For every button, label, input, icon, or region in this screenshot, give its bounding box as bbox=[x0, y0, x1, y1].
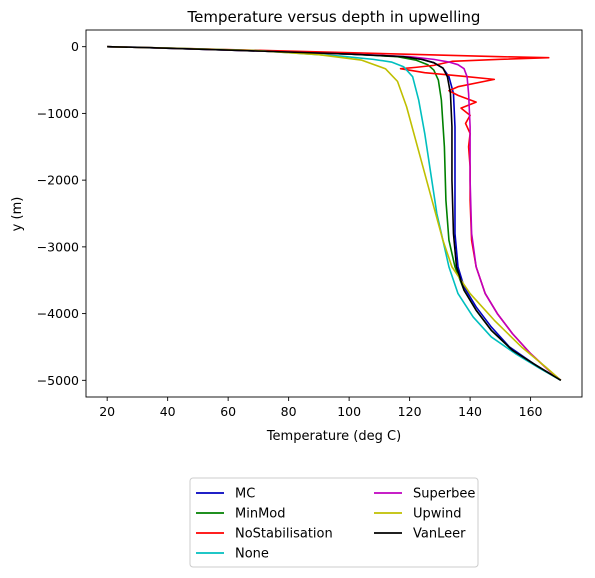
x-tick-label: 40 bbox=[160, 404, 176, 419]
plot-area: 20 40 60 80 100 120 140 160 0 −1000 −2000 −3000 −40… bbox=[37, 29, 583, 419]
legend-item-mc: MC bbox=[196, 487, 255, 502]
y-tick-label: −2000 bbox=[37, 173, 79, 188]
series-line-upwind bbox=[107, 45, 562, 381]
legend-label: VanLeer bbox=[413, 527, 466, 542]
x-tick-label: 120 bbox=[398, 404, 422, 419]
y-tick-label: −5000 bbox=[37, 373, 79, 388]
legend-label: MinMod bbox=[235, 507, 286, 522]
series-line-vanleer bbox=[107, 45, 562, 382]
legend-item-vanleer: VanLeer bbox=[374, 527, 466, 542]
legend-label: None bbox=[235, 547, 269, 562]
y-axis-label: y (m) bbox=[10, 197, 25, 232]
legend-label: NoStabilisation bbox=[235, 527, 333, 542]
x-ticks: 20 40 60 80 100 120 140 160 bbox=[99, 397, 543, 419]
legend: MC MinMod NoStabilisation None Superbee Upwin… bbox=[189, 477, 479, 568]
x-tick-label: 80 bbox=[281, 404, 297, 419]
legend-entries: MC MinMod NoStabilisation None Superbee Upwin… bbox=[196, 487, 475, 562]
axes-frame bbox=[85, 29, 583, 398]
legend-item-upwind: Upwind bbox=[374, 507, 462, 522]
x-tick-label: 20 bbox=[99, 404, 115, 419]
y-tick-label: 0 bbox=[71, 39, 79, 54]
chart-title: Temperature versus depth in upwelling bbox=[187, 8, 481, 26]
y-tick-label: −3000 bbox=[37, 239, 79, 254]
legend-item-superbee: Superbee bbox=[374, 487, 475, 502]
legend-label: Superbee bbox=[413, 487, 475, 502]
legend-item-minmod: MinMod bbox=[196, 507, 286, 522]
legend-label: Upwind bbox=[413, 507, 462, 522]
legend-frame bbox=[189, 477, 479, 568]
y-tick-label: −4000 bbox=[37, 306, 79, 321]
series-group bbox=[107, 45, 562, 382]
legend-item-nostabilisation: NoStabilisation bbox=[196, 527, 333, 542]
x-tick-label: 160 bbox=[519, 404, 543, 419]
legend-item-none: None bbox=[196, 547, 269, 562]
legend-label: MC bbox=[235, 487, 255, 502]
x-tick-label: 60 bbox=[220, 404, 236, 419]
x-tick-label: 100 bbox=[337, 404, 361, 419]
x-tick-label: 140 bbox=[458, 404, 482, 419]
series-line-none bbox=[107, 45, 562, 382]
y-tick-label: −1000 bbox=[37, 106, 79, 121]
y-ticks: 0 −1000 −2000 −3000 −4000 −5000 bbox=[37, 39, 86, 388]
x-axis-label: Temperature (deg C) bbox=[266, 429, 401, 444]
